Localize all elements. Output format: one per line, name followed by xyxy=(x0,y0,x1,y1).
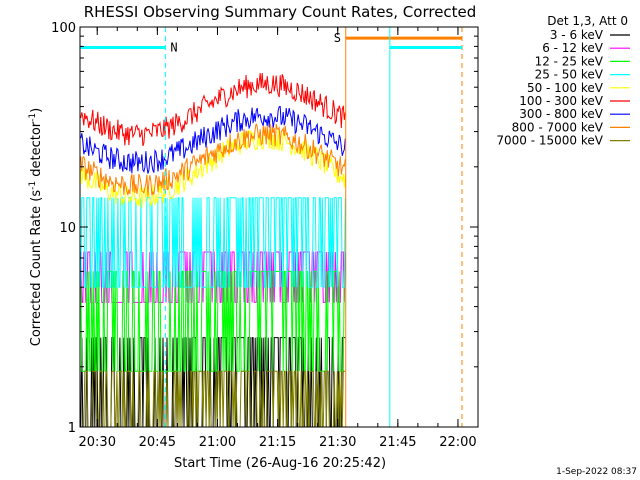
saa-label: S xyxy=(334,31,341,45)
x-tick-label: 21:15 xyxy=(259,435,296,450)
x-tick-label: 21:30 xyxy=(319,435,356,450)
x-tick-label: 21:45 xyxy=(379,435,416,450)
legend-label: 6 - 12 keV xyxy=(542,41,604,55)
y-label-sup2: -1 xyxy=(28,113,38,122)
legend-title: Det 1,3, Att 0 xyxy=(547,14,628,28)
series-line xyxy=(80,197,346,288)
night-label: N xyxy=(170,40,177,54)
legend-label: 7000 - 15000 keV xyxy=(496,134,603,148)
chart-title: RHESSI Observing Summary Count Rates, Co… xyxy=(84,3,477,21)
legend-label: 300 - 800 keV xyxy=(519,107,603,121)
y-label-end: ) xyxy=(29,108,44,113)
legend-label: 100 - 300 keV xyxy=(519,94,603,108)
x-tick-label: 21:00 xyxy=(199,435,236,450)
timestamp: 1-Sep-2022 08:37 xyxy=(556,467,637,477)
legend-label: 12 - 25 keV xyxy=(535,54,604,68)
x-tick-label: 20:30 xyxy=(79,435,116,450)
y-tick-label: 1 xyxy=(68,421,76,436)
axes: 20:30 20:45 21:00 21:15 21:30 21:45 22:00 1 10 10… xyxy=(51,21,479,450)
y-label-sup1: -1 xyxy=(28,181,38,190)
y-tick-label: 100 xyxy=(51,21,76,36)
series-line xyxy=(80,72,346,147)
x-axis-label: Start Time (26-Aug-16 20:25:42) xyxy=(174,456,386,471)
x-tick-label: 20:45 xyxy=(139,435,176,450)
legend-label: 3 - 6 keV xyxy=(550,28,604,42)
legend-label: 25 - 50 keV xyxy=(535,68,604,82)
series-layer xyxy=(80,72,346,428)
y-tick-label: 10 xyxy=(59,221,76,236)
y-label-main: Corrected Count Rate (s xyxy=(29,190,44,347)
x-tick-label: 22:00 xyxy=(439,435,476,450)
annotation-layer: NS xyxy=(80,27,463,427)
series-line xyxy=(80,270,346,372)
legend-label: 800 - 7000 keV xyxy=(512,120,604,134)
series-line xyxy=(80,123,346,197)
legend-label: 50 - 100 keV xyxy=(527,81,604,95)
series-line xyxy=(80,105,346,174)
y-axis-label: Corrected Count Rate (s-1 detector-1) xyxy=(28,108,44,346)
y-label-mid: detector xyxy=(29,121,44,181)
